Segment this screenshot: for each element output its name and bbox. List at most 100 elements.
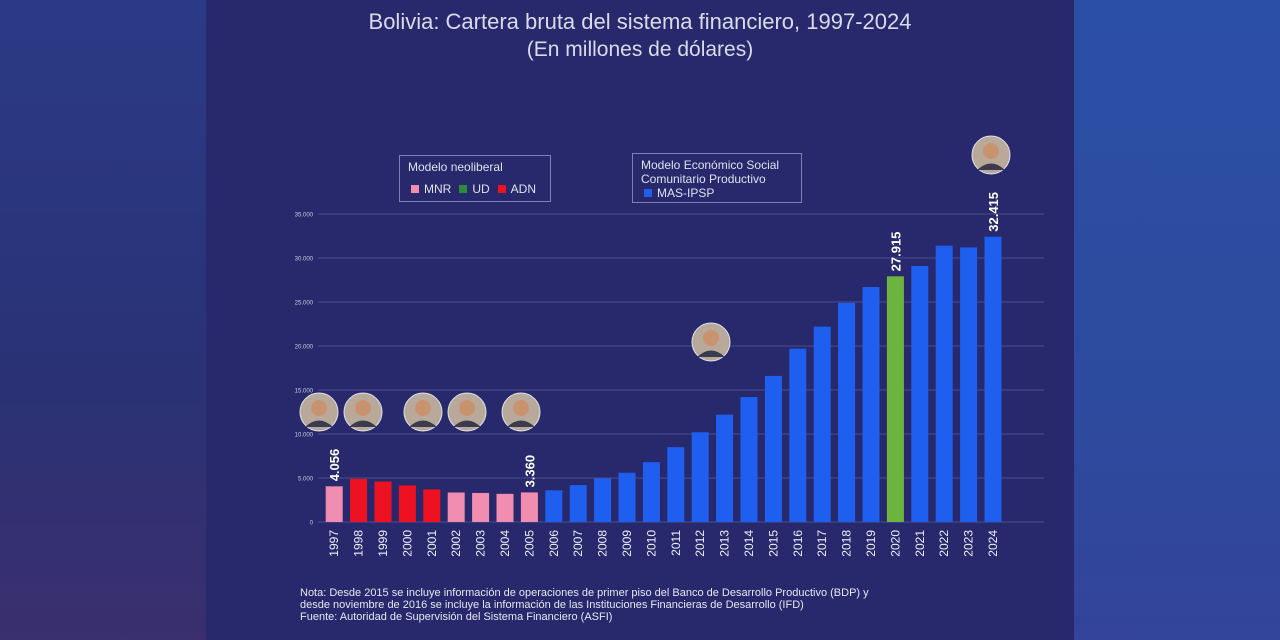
data-label: 27.915 xyxy=(888,232,903,272)
x-tick-label: 2024 xyxy=(986,530,1000,557)
background-left-panel xyxy=(0,0,206,640)
president-portrait-icon xyxy=(459,400,475,416)
bar xyxy=(350,478,368,522)
x-tick-label: 2010 xyxy=(644,530,658,557)
legend-swatch-ud xyxy=(459,185,468,193)
x-tick-label: 2013 xyxy=(718,530,732,557)
bar xyxy=(691,432,709,522)
portrait-shoulders xyxy=(349,420,377,427)
bar xyxy=(667,447,685,522)
x-tick-label: 2000 xyxy=(400,530,414,557)
y-tick-label: 20.000 xyxy=(295,345,314,351)
x-tick-label: 2016 xyxy=(791,530,805,557)
bar xyxy=(642,462,660,522)
x-tick-label: 1998 xyxy=(352,530,366,557)
bar xyxy=(838,302,856,522)
x-tick-label: 2023 xyxy=(962,530,976,557)
bar xyxy=(496,493,514,522)
portrait-shoulders xyxy=(453,420,481,427)
legend-label-mas: MAS-IPSP xyxy=(657,186,715,200)
x-tick-label: 2005 xyxy=(522,530,536,557)
bar xyxy=(618,472,636,522)
legend-label-ud: UD xyxy=(472,182,490,196)
bar xyxy=(423,489,441,522)
x-tick-label: 2009 xyxy=(620,530,634,557)
bar xyxy=(374,481,392,522)
x-tick-label: 2020 xyxy=(888,530,902,557)
legend-swatch-mas xyxy=(644,189,652,197)
portrait-shoulders xyxy=(697,350,725,357)
legend-neoliberal-items: MNR UD ADN xyxy=(408,182,542,196)
data-label: 3.360 xyxy=(522,455,537,488)
y-tick-label: 35.000 xyxy=(295,213,314,219)
bar xyxy=(447,492,465,522)
y-tick-label: 25.000 xyxy=(295,301,314,307)
bar xyxy=(764,375,782,522)
bar xyxy=(325,486,343,522)
background-right-panel xyxy=(1074,0,1280,640)
portrait-shoulders xyxy=(977,163,1005,170)
legend-social: Modelo Económico Social Comunitario Prod… xyxy=(632,153,802,203)
bar xyxy=(520,492,538,522)
legend-social-items: MAS-IPSP xyxy=(641,186,793,200)
y-tick-label: 30.000 xyxy=(295,257,314,263)
data-label: 32.415 xyxy=(986,192,1001,232)
chart-subtitle: (En millones de dólares) xyxy=(526,38,754,61)
x-tick-label: 2001 xyxy=(425,530,439,557)
president-portrait-icon xyxy=(311,400,327,416)
president-portrait-icon xyxy=(513,400,529,416)
legend-label-mnr: MNR xyxy=(424,182,452,196)
x-tick-label: 1999 xyxy=(376,530,390,557)
y-tick-label: 5.000 xyxy=(298,477,314,483)
chart-panel: Bolivia: Cartera bruta del sistema finan… xyxy=(206,0,1074,640)
x-tick-label: 2014 xyxy=(742,530,756,557)
legend-social-title-line1: Modelo Económico Social xyxy=(641,158,780,172)
legend-swatch-mnr xyxy=(411,185,419,193)
x-tick-label: 2017 xyxy=(815,530,829,557)
bar xyxy=(862,287,880,522)
x-tick-label: 2012 xyxy=(693,530,707,557)
bar xyxy=(886,276,904,522)
y-tick-label: 10.000 xyxy=(295,433,314,439)
footnote-line-3: Fuente: Autoridad de Supervisión del Sis… xyxy=(300,611,613,623)
bar xyxy=(594,478,612,522)
bar xyxy=(569,485,587,522)
president-portrait-icon xyxy=(983,143,999,159)
footnote-line-1: Nota: Desde 2015 se incluye información … xyxy=(300,587,869,599)
bar xyxy=(740,397,758,522)
portrait-shoulders xyxy=(507,420,535,427)
legend-neoliberal-title: Modelo neoliberal xyxy=(408,160,503,174)
x-tick-label: 2022 xyxy=(937,530,951,557)
bar xyxy=(935,245,953,522)
bar xyxy=(472,492,490,522)
president-portrait-icon xyxy=(703,330,719,346)
president-portrait-icon xyxy=(355,400,371,416)
y-tick-label: 15.000 xyxy=(295,389,314,395)
x-tick-label: 2003 xyxy=(474,530,488,557)
data-label: 4.056 xyxy=(327,449,342,482)
x-tick-label: 2002 xyxy=(449,530,463,557)
x-tick-label: 2004 xyxy=(498,530,512,557)
chart-title: Bolivia: Cartera bruta del sistema finan… xyxy=(368,9,912,34)
portrait-shoulders xyxy=(305,420,333,427)
legend-label-adn: ADN xyxy=(510,182,537,196)
bar xyxy=(911,265,929,522)
legend-social-title-line2: Comunitario Productivo xyxy=(641,172,766,186)
bar xyxy=(716,414,734,522)
legend-neoliberal: Modelo neoliberal MNR UD ADN xyxy=(399,155,551,202)
x-tick-label: 2015 xyxy=(766,530,780,557)
x-tick-label: 2019 xyxy=(864,530,878,557)
footnote: Nota: Desde 2015 se incluye información … xyxy=(300,587,1040,623)
x-tick-label: 2006 xyxy=(547,530,561,557)
x-tick-label: 1997 xyxy=(327,530,341,557)
president-portrait-icon xyxy=(415,400,431,416)
portrait-shoulders xyxy=(409,420,437,427)
bar xyxy=(398,485,416,522)
bar xyxy=(960,247,978,522)
x-tick-label: 2018 xyxy=(840,530,854,557)
x-tick-label: 2011 xyxy=(669,530,683,556)
bar xyxy=(984,236,1002,523)
x-tick-label: 2007 xyxy=(571,530,585,557)
bar xyxy=(545,490,563,522)
y-tick-label: 0 xyxy=(310,521,314,527)
